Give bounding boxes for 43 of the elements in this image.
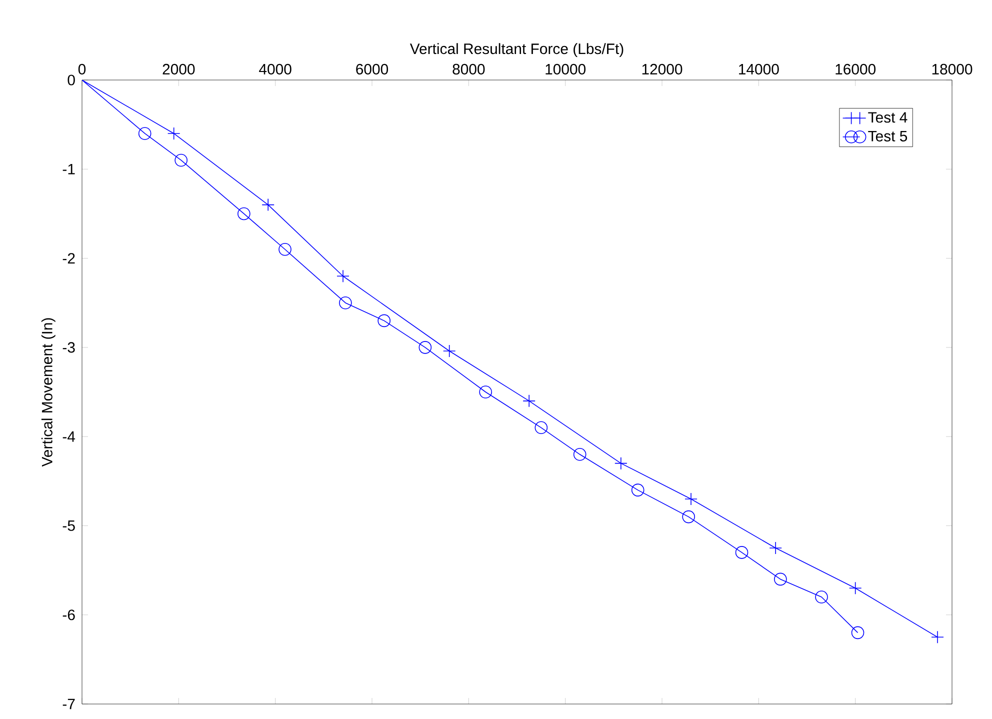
legend-label: Test 4 [868, 112, 908, 123]
x-tick-label: 2000 [162, 64, 195, 74]
point [378, 314, 390, 328]
y-tick-label: -4 [62, 431, 76, 442]
point [851, 626, 864, 640]
point [682, 510, 695, 524]
x-tick-label: 8000 [452, 64, 485, 74]
y-tick-label: -5 [62, 520, 75, 531]
y-tick-label: -1 [62, 164, 75, 174]
x-tick-label: 10000 [546, 64, 586, 74]
x-tick-label: 4000 [259, 64, 292, 74]
x-tick-label: 18000 [932, 64, 972, 74]
point [573, 448, 586, 461]
point [848, 582, 862, 595]
x-tick-label: 0 [78, 64, 86, 74]
x-tick-label: 12000 [642, 64, 682, 74]
point [479, 386, 492, 398]
y-tick-label: -6 [62, 610, 75, 620]
point [262, 198, 274, 212]
point [167, 127, 180, 140]
point [174, 154, 188, 167]
y-axis-title: Vertical Movement (In) [41, 318, 56, 467]
point [614, 456, 628, 470]
x-tick-label: 16000 [836, 64, 876, 74]
point [735, 546, 748, 559]
point [138, 127, 152, 140]
y-tick-label: 0 [68, 74, 75, 86]
y-tick-label: -3 [62, 342, 75, 353]
x-tick-label: 6000 [356, 64, 388, 74]
x-tick-label: 14000 [739, 64, 779, 74]
x-axis-title: Vertical Resultant Force (Lbs/Ft) [410, 43, 624, 58]
legend-label: Test 5 [868, 131, 908, 142]
point [631, 484, 644, 496]
y-tick-label: -2 [62, 253, 75, 264]
point [815, 590, 828, 604]
point [534, 421, 548, 434]
point [418, 341, 432, 354]
point [278, 242, 292, 256]
point [442, 344, 456, 358]
y-tick-label: -7 [62, 698, 75, 710]
point [774, 572, 787, 586]
point [339, 296, 352, 310]
point [238, 207, 250, 220]
